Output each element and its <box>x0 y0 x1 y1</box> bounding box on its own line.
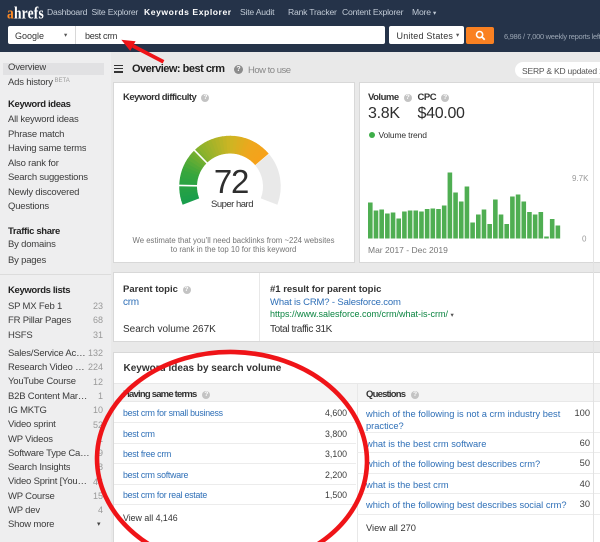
svg-text:9.7K: 9.7K <box>572 174 589 183</box>
svg-text:0: 0 <box>582 235 587 244</box>
